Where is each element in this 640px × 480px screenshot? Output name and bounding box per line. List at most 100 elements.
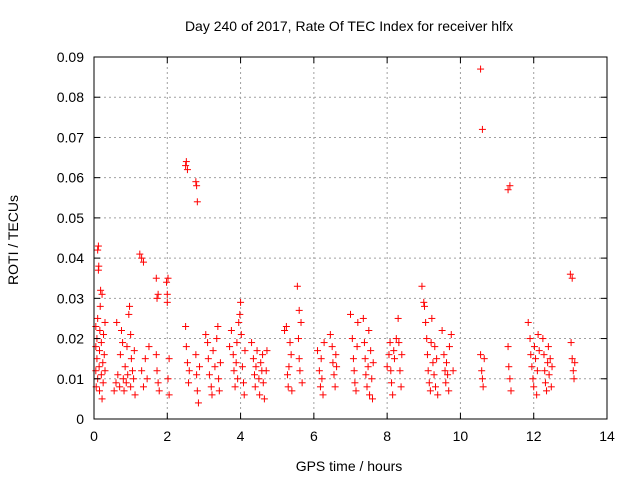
data-point [506,182,514,190]
data-point [138,367,146,375]
data-point [204,355,212,363]
data-point [131,391,139,399]
data-point [445,387,453,395]
data-point [369,359,377,367]
data-point [213,335,221,343]
data-point [163,298,171,306]
data-point [282,322,290,330]
y-tick-label: 0.07 [57,129,84,145]
data-point [127,355,135,363]
data-point [478,375,486,383]
x-tick-labels: 0 2 4 6 8 10 12 14 [90,428,615,444]
data-point [123,343,131,351]
data-point [283,371,291,379]
data-point [568,355,576,363]
data-point [319,391,327,399]
y-tick-label: 0.09 [57,49,84,65]
data-point [329,359,337,367]
data-point [545,371,553,379]
data-point [124,371,132,379]
y-tick-label: 0.05 [57,210,84,226]
data-point [566,270,574,278]
data-point [507,387,515,395]
data-point [240,391,248,399]
data-point [353,343,361,351]
data-point [237,331,245,339]
data-point [235,318,243,326]
data-point [240,379,248,387]
data-point [263,347,271,355]
data-point [443,359,451,367]
data-point [241,347,249,355]
data-point [430,371,438,379]
data-point [478,125,486,133]
data-point [296,367,304,375]
data-point [202,331,210,339]
data-point [113,318,121,326]
data-point [96,327,104,335]
data-point [295,306,303,314]
data-point [208,391,216,399]
data-point [121,363,129,371]
data-point [141,355,149,363]
data-point [390,347,398,355]
data-point [530,343,538,351]
x-tick-label: 4 [237,428,245,444]
data-point [211,363,219,371]
data-point [204,339,212,347]
data-point [440,351,448,359]
data-point [183,359,191,367]
data-point [153,294,161,302]
data-point [145,343,153,351]
data-point [397,383,405,391]
data-point [287,351,295,359]
data-point [251,383,259,391]
data-point [351,379,359,387]
data-point [394,314,402,322]
data-point [154,379,162,387]
data-point [442,379,450,387]
data-point [117,327,125,335]
data-point [116,351,124,359]
data-point [389,391,397,399]
data-point [548,363,556,371]
data-point [101,318,109,326]
data-point [534,331,542,339]
data-point [182,322,190,330]
data-point [182,343,190,351]
data-point [433,355,441,363]
data-point [315,367,323,375]
data-point [434,391,442,399]
data-point [214,322,222,330]
data-point [364,363,372,371]
data-point [185,379,193,387]
data-point [92,367,100,375]
data-point [425,379,433,387]
data-point [480,355,488,363]
data-point [192,351,200,359]
data-point [362,371,370,379]
data-point [387,367,395,375]
data-point [227,327,235,335]
data-point [367,347,375,355]
data-point [255,375,263,383]
x-tick-label: 2 [163,428,171,444]
data-point [423,335,431,343]
data-point [99,359,107,367]
data-point [418,282,426,290]
y-tick-label: 0.04 [57,250,84,266]
data-point [567,339,575,347]
data-point [533,367,541,375]
data-point [543,387,551,395]
data-point [426,387,434,395]
data-point [477,65,485,73]
data-point [95,387,103,395]
data-point [99,379,107,387]
data-point [331,383,339,391]
data-point [127,331,135,339]
x-tick-label: 0 [90,428,98,444]
data-point [205,371,213,379]
data-point [320,339,328,347]
data-point [259,351,267,359]
data-point [527,351,535,359]
